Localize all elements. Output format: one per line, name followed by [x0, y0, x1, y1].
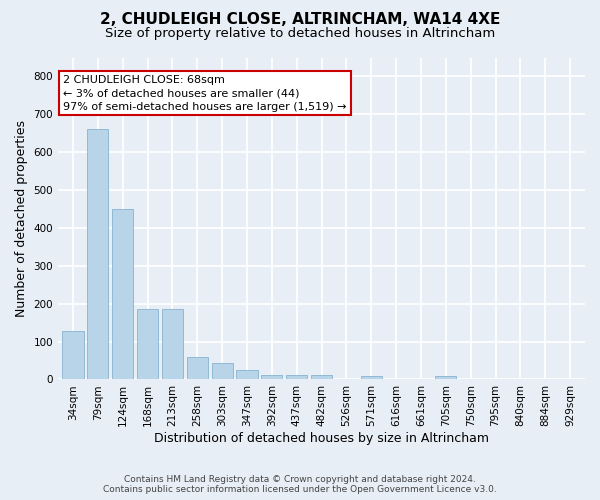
Bar	[286, 374, 307, 380]
Bar	[187, 356, 208, 380]
Text: 2 CHUDLEIGH CLOSE: 68sqm
← 3% of detached houses are smaller (44)
97% of semi-de: 2 CHUDLEIGH CLOSE: 68sqm ← 3% of detache…	[64, 75, 347, 112]
Bar	[87, 130, 109, 380]
Bar	[311, 376, 332, 380]
Bar	[112, 209, 133, 380]
X-axis label: Distribution of detached houses by size in Altrincham: Distribution of detached houses by size …	[154, 432, 489, 445]
Text: Contains HM Land Registry data © Crown copyright and database right 2024.
Contai: Contains HM Land Registry data © Crown c…	[103, 474, 497, 494]
Bar	[261, 374, 283, 380]
Text: Size of property relative to detached houses in Altrincham: Size of property relative to detached ho…	[105, 28, 495, 40]
Text: 2, CHUDLEIGH CLOSE, ALTRINCHAM, WA14 4XE: 2, CHUDLEIGH CLOSE, ALTRINCHAM, WA14 4XE	[100, 12, 500, 28]
Bar	[361, 376, 382, 380]
Bar	[162, 310, 183, 380]
Y-axis label: Number of detached properties: Number of detached properties	[15, 120, 28, 317]
Bar	[137, 310, 158, 380]
Bar	[212, 363, 233, 380]
Bar	[62, 331, 83, 380]
Bar	[236, 370, 257, 380]
Bar	[435, 376, 457, 380]
